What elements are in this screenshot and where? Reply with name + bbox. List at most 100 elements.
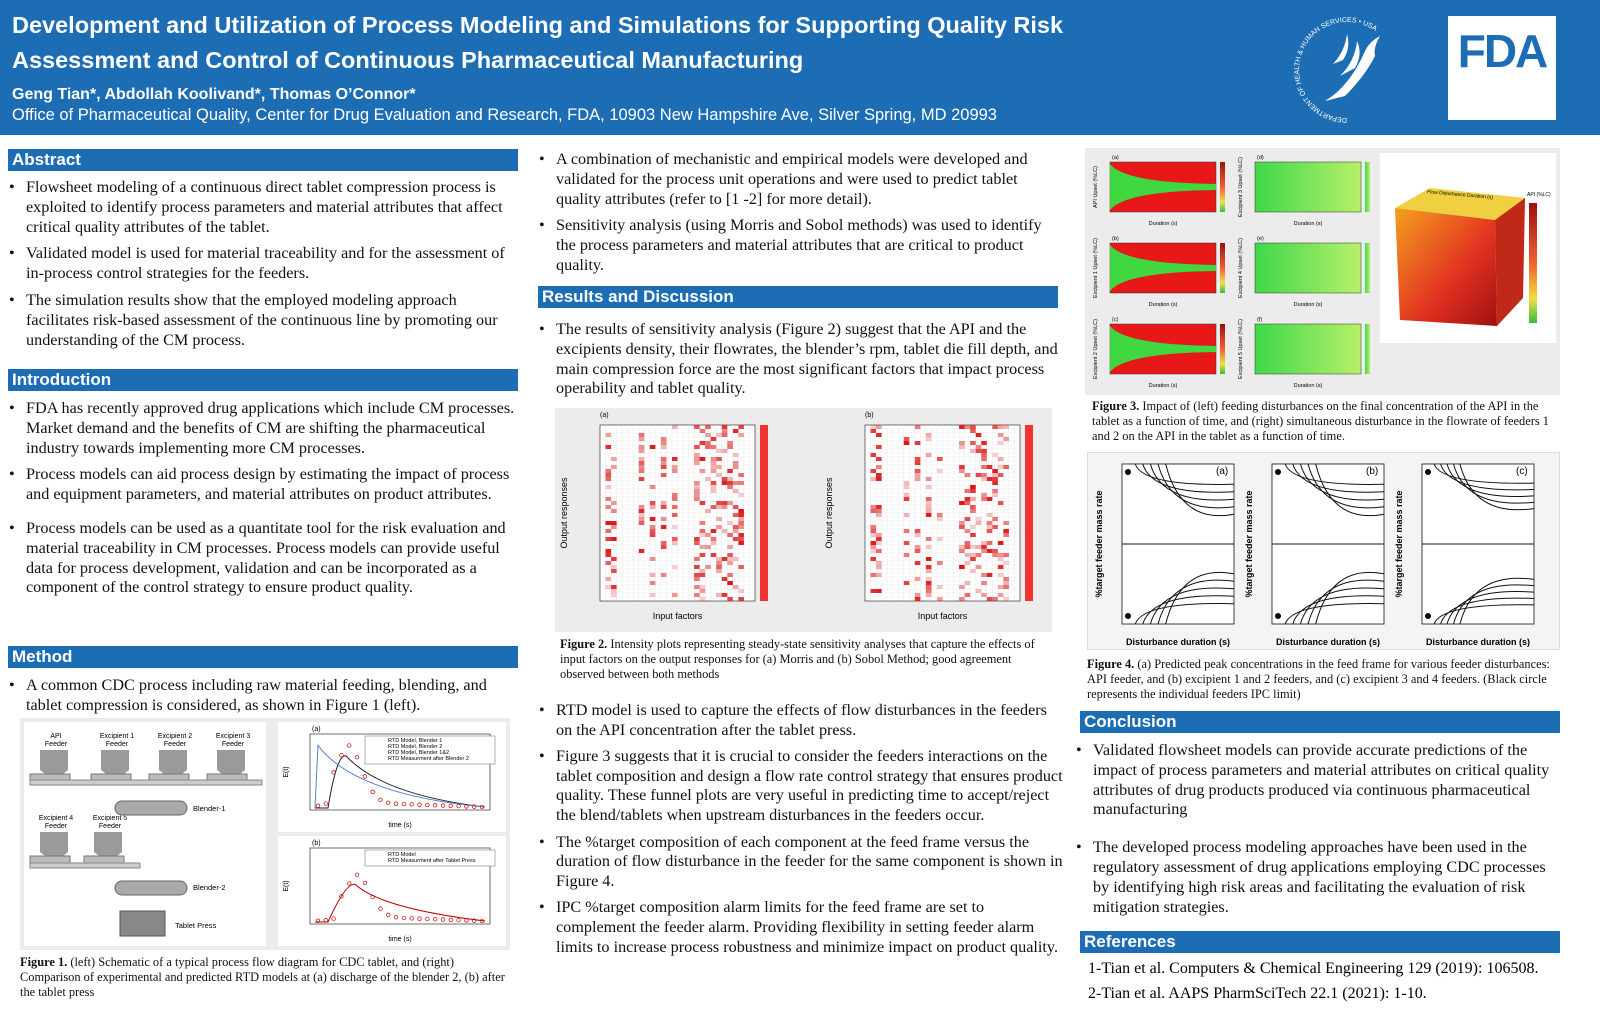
heatmap-cell xyxy=(671,525,678,529)
bullet-list: FDA has recently approved drug applicati… xyxy=(8,399,520,605)
heatmap-cell xyxy=(981,477,987,481)
measurement-point xyxy=(401,801,407,807)
heatmap-cell xyxy=(605,553,612,557)
measurement-point xyxy=(417,802,422,807)
feeder xyxy=(94,832,122,860)
heatmap-cell xyxy=(959,465,965,469)
contour xyxy=(1292,463,1385,493)
unit-label: Blender-2 xyxy=(193,883,226,892)
heatmap-cell xyxy=(970,557,976,561)
heatmap-cell xyxy=(964,541,971,545)
cube-face xyxy=(1495,198,1525,326)
heatmap-cell xyxy=(997,501,1004,505)
heatmap-cell xyxy=(710,505,717,509)
contour xyxy=(1157,579,1235,625)
contour xyxy=(1446,463,1535,497)
legend-entry: RTD Model, Blender 1 xyxy=(388,738,442,744)
heatmap-cell xyxy=(699,457,706,461)
heatmap-cell xyxy=(605,445,612,449)
ipc-limit xyxy=(1425,469,1431,475)
funnel xyxy=(1110,164,1216,210)
blender xyxy=(114,800,188,816)
heatmap-cell xyxy=(925,545,932,549)
heatmap-cell xyxy=(925,453,932,457)
heatmap-cell xyxy=(611,565,617,569)
heatmap-cell xyxy=(876,425,882,429)
heatmap-cell xyxy=(925,589,932,593)
heatmap-cell xyxy=(870,541,877,545)
heatmap-cell xyxy=(694,585,700,589)
heatmap-cell xyxy=(970,553,976,557)
heatmap-cell xyxy=(694,445,700,449)
contour xyxy=(1142,595,1235,625)
heatmap-cell xyxy=(964,497,971,501)
heatmap-cell xyxy=(959,501,965,505)
heatmap-cell xyxy=(964,501,971,505)
heatmap-cell xyxy=(876,433,882,437)
heatmap-cell xyxy=(914,597,921,601)
heatmap-cell xyxy=(981,573,987,577)
heatmap-cell xyxy=(638,433,645,437)
axis-title: Output responses xyxy=(559,477,569,549)
contour xyxy=(1149,587,1235,625)
bullet: Process models can be used as a quantita… xyxy=(8,519,520,598)
heatmap-cell xyxy=(903,581,910,585)
heatmap-cell xyxy=(981,473,987,477)
heatmap-cell xyxy=(970,533,976,537)
heatmap-cell xyxy=(870,533,877,537)
conveyor xyxy=(29,779,263,786)
section-heading: Method xyxy=(8,646,518,668)
heatmap-cell xyxy=(986,513,993,517)
caption: Figure 1. (left) Schematic of a typical … xyxy=(20,955,515,1000)
heatmap-cell xyxy=(605,497,612,501)
heatmap-cell xyxy=(876,477,882,481)
heatmap-cell xyxy=(992,473,998,477)
bullet: A combination of mechanistic and empiric… xyxy=(538,150,1060,209)
panel-label: (a) xyxy=(1216,466,1228,477)
bullet: Figure 3 suggests that it is crucial to … xyxy=(538,747,1064,825)
colorbar xyxy=(760,425,768,601)
panel-label: (d) xyxy=(1257,155,1264,161)
heatmap-cell xyxy=(605,529,612,533)
measurement-point xyxy=(362,774,368,779)
feeder xyxy=(40,832,68,860)
measurement-point xyxy=(315,803,321,808)
heatmap-cell xyxy=(1003,597,1009,601)
heatmap-cell xyxy=(914,529,921,533)
contour xyxy=(1459,463,1535,511)
heatmap-cell xyxy=(870,477,877,481)
contour xyxy=(1307,579,1385,625)
heatmap-cell xyxy=(605,521,612,525)
measurement-point xyxy=(425,802,430,808)
heatmap-cell xyxy=(964,561,971,565)
heatmap-cell xyxy=(992,477,998,481)
heatmap-cell xyxy=(997,441,1004,445)
heatmap-cell xyxy=(1003,585,1009,589)
heatmap-cell xyxy=(1003,437,1009,441)
heatmap-cell xyxy=(699,553,706,557)
panel-label: (a) xyxy=(1112,155,1119,161)
heatmap-cell xyxy=(738,525,744,529)
bullet: The developed process modeling approache… xyxy=(1075,838,1560,917)
figure-2: (a) Input factors Output responses (b) Input… xyxy=(555,408,1052,632)
heatmap-cell xyxy=(694,493,700,497)
axis-title: Disturbance duration (s) xyxy=(1276,637,1380,647)
contour xyxy=(1165,571,1235,625)
heatmap-cell xyxy=(716,449,722,453)
heatmap-cell xyxy=(964,553,971,557)
heatmap-cell xyxy=(964,473,971,477)
heatmap-cell xyxy=(925,505,932,509)
heatmap-cell xyxy=(914,425,921,429)
heatmap-cell xyxy=(986,497,993,501)
measurement-point xyxy=(448,917,453,922)
heatmap-cell xyxy=(925,497,932,501)
heatmap-cell xyxy=(981,441,987,445)
measurement-point xyxy=(370,789,375,794)
heatmap-cell xyxy=(716,569,722,573)
measurement-point xyxy=(393,915,399,920)
title: Development and Utilization of Process M… xyxy=(12,12,1064,38)
axis-title: Duration (s) xyxy=(1149,383,1178,389)
heatmap-cell xyxy=(721,577,728,581)
measurement-point xyxy=(425,916,430,922)
